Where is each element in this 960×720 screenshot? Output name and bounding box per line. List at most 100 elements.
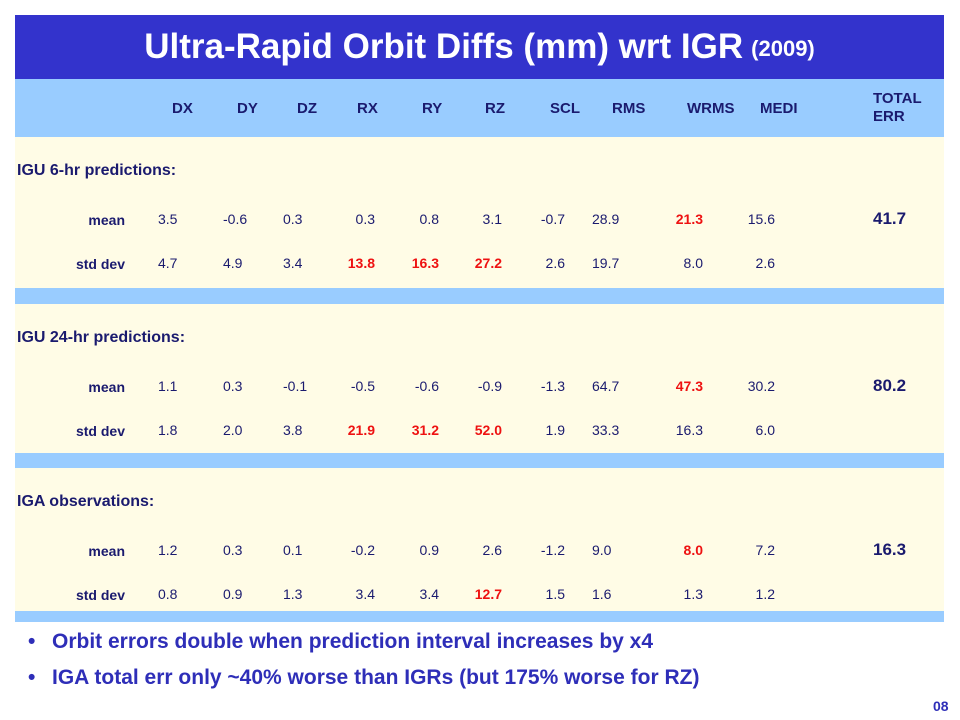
table-cell: -1.3 bbox=[540, 378, 565, 394]
table-cell: 52.0 bbox=[474, 422, 502, 438]
table-cell: 0.9 bbox=[419, 542, 439, 558]
section-divider bbox=[15, 453, 944, 468]
table-cell: 3.8 bbox=[283, 422, 303, 438]
table-cell: 12.7 bbox=[474, 586, 502, 602]
table-cell: 27.2 bbox=[474, 255, 502, 271]
column-header: MEDI bbox=[760, 99, 798, 117]
table-cell: 47.3 bbox=[675, 378, 703, 394]
table-cell: 31.2 bbox=[411, 422, 439, 438]
bullet-dot: • bbox=[28, 666, 36, 689]
table-cell: 28.9 bbox=[592, 211, 620, 227]
total-error-value: 41.7 bbox=[873, 209, 907, 228]
table-cell: 30.2 bbox=[747, 378, 775, 394]
table-cell: -0.6 bbox=[414, 378, 439, 394]
section-label: IGA observations: bbox=[17, 493, 155, 510]
table-cell: 1.2 bbox=[755, 586, 775, 602]
table-section: IGA observations: mean 1.2 0.3 0.1 -0.2 0.9 2.6… bbox=[15, 468, 944, 611]
table-cell: -0.1 bbox=[283, 378, 308, 394]
table-cell: 1.3 bbox=[283, 586, 303, 602]
section-label: IGU 6-hr predictions: bbox=[17, 162, 177, 179]
table-cell: 64.7 bbox=[592, 378, 620, 394]
column-header: WRMS bbox=[687, 99, 735, 117]
table-cell: 0.1 bbox=[283, 542, 303, 558]
table-cell: 4.7 bbox=[158, 255, 178, 271]
table-cell: 3.4 bbox=[419, 586, 439, 602]
table-cell: 0.8 bbox=[158, 586, 178, 602]
table-cell: -0.2 bbox=[350, 542, 375, 558]
table-cell: 15.6 bbox=[747, 211, 775, 227]
column-header: RY bbox=[422, 99, 443, 117]
table-cell: -0.9 bbox=[477, 378, 502, 394]
slide-title: Ultra-Rapid Orbit Diffs (mm) wrt IGR bbox=[144, 27, 744, 66]
table-cell: 1.5 bbox=[545, 586, 565, 602]
table-cell: 2.0 bbox=[223, 422, 243, 438]
table-header-row: DX DY DZ RX RY RZ SCL RMS WRMS MEDI TOTAL ERR bbox=[15, 79, 944, 137]
table-cell: 1.1 bbox=[158, 378, 178, 394]
title-bar: Ultra-Rapid Orbit Diffs (mm) wrt IGR (20… bbox=[15, 15, 944, 79]
bullet-dot: • bbox=[28, 630, 36, 653]
table-cell: 3.4 bbox=[355, 586, 375, 602]
column-header: DY bbox=[237, 99, 258, 117]
slide-number: 08 bbox=[933, 698, 949, 714]
title-year: (2009) bbox=[751, 36, 815, 61]
table-cell: 0.3 bbox=[355, 211, 375, 227]
section-label: IGU 24-hr predictions: bbox=[17, 329, 186, 346]
table-cell: 0.8 bbox=[419, 211, 439, 227]
table-cell: 6.0 bbox=[755, 422, 775, 438]
row-label: mean bbox=[88, 543, 125, 559]
table-cell: 3.5 bbox=[158, 211, 178, 227]
row-label: std dev bbox=[75, 256, 125, 272]
table-cell: 2.6 bbox=[482, 542, 502, 558]
section-divider bbox=[15, 288, 944, 304]
table-cell: 16.3 bbox=[411, 255, 439, 271]
table-cell: 2.6 bbox=[755, 255, 775, 271]
column-header: RMS bbox=[612, 99, 646, 117]
table-cell: 1.9 bbox=[545, 422, 565, 438]
column-header: TOTAL ERR bbox=[873, 90, 922, 125]
table-cell: 8.0 bbox=[683, 542, 703, 558]
table-cell: 0.3 bbox=[223, 378, 243, 394]
table-cell: 4.9 bbox=[223, 255, 243, 271]
column-header: DX bbox=[172, 99, 193, 117]
table-cell: 3.4 bbox=[283, 255, 303, 271]
table-cell: 21.9 bbox=[347, 422, 375, 438]
column-header: RX bbox=[357, 99, 378, 117]
table-cell: 19.7 bbox=[592, 255, 620, 271]
table-cell: 0.3 bbox=[223, 542, 243, 558]
bullet-text: IGA total err only ~40% worse than IGRs … bbox=[52, 666, 700, 689]
table-cell: 7.2 bbox=[755, 542, 775, 558]
section-divider bbox=[15, 611, 944, 622]
table-cell: 1.3 bbox=[683, 586, 703, 602]
table-section: IGU 6-hr predictions: mean 3.5 -0.6 0.3 0.3 0.… bbox=[15, 137, 944, 288]
column-header: DZ bbox=[297, 99, 317, 117]
bullet-item: • IGA total err only ~40% worse than IGRs… bbox=[28, 666, 699, 690]
table-cell: 13.8 bbox=[347, 255, 375, 271]
row-label: std dev bbox=[75, 587, 125, 603]
table-cell: 16.3 bbox=[675, 422, 703, 438]
table-cell: 33.3 bbox=[592, 422, 620, 438]
table-cell: -0.6 bbox=[223, 211, 248, 227]
bullet-item: • Orbit errors double when prediction int… bbox=[28, 630, 653, 654]
column-header: RZ bbox=[485, 99, 505, 117]
table-cell: -1.2 bbox=[540, 542, 565, 558]
row-label: std dev bbox=[75, 423, 125, 439]
column-header: SCL bbox=[550, 99, 580, 117]
table-cell: 0.9 bbox=[223, 586, 243, 602]
table-cell: -0.5 bbox=[350, 378, 375, 394]
table-cell: 1.8 bbox=[158, 422, 178, 438]
row-label: mean bbox=[88, 379, 125, 395]
table-section: IGU 24-hr predictions: mean 1.1 0.3 -0.1 -0.5… bbox=[15, 304, 944, 453]
data-table: DX DY DZ RX RY RZ SCL RMS WRMS MEDI TOTAL ERR IGU … bbox=[15, 79, 944, 622]
table-cell: 3.1 bbox=[482, 211, 502, 227]
total-error-value: 16.3 bbox=[873, 540, 907, 559]
table-cell: 1.2 bbox=[158, 542, 178, 558]
table-cell: -0.7 bbox=[540, 211, 565, 227]
table-cell: 8.0 bbox=[683, 255, 703, 271]
table-cell: 21.3 bbox=[675, 211, 703, 227]
table-cell: 0.3 bbox=[283, 211, 303, 227]
table-cell: 2.6 bbox=[545, 255, 565, 271]
table-cell: 9.0 bbox=[592, 542, 612, 558]
bullet-text: Orbit errors double when prediction inte… bbox=[52, 630, 654, 653]
table-cell: 1.6 bbox=[592, 586, 612, 602]
